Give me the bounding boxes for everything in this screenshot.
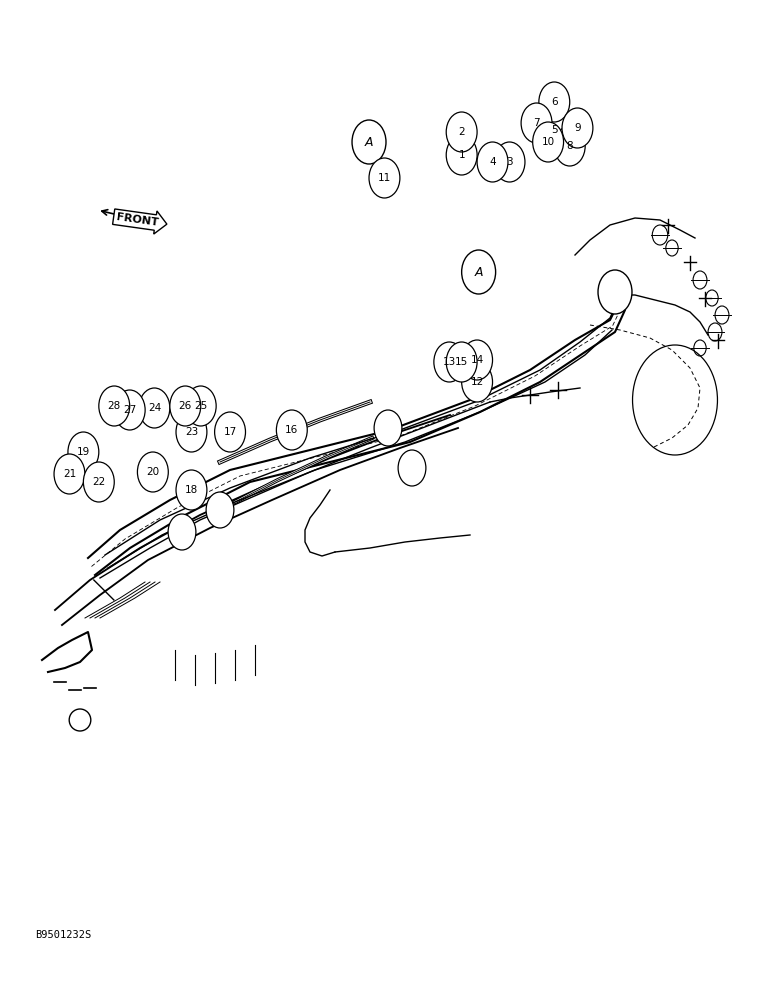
Text: 18: 18 [185,485,198,495]
Text: 17: 17 [223,427,237,437]
Text: 26: 26 [178,401,192,411]
Circle shape [539,110,570,150]
Circle shape [276,410,307,450]
Text: 22: 22 [92,477,106,487]
Circle shape [114,390,145,430]
Circle shape [54,454,85,494]
Text: FRONT: FRONT [116,212,159,228]
Circle shape [554,126,585,166]
Text: 9: 9 [574,123,581,133]
Text: 25: 25 [194,401,208,411]
Circle shape [477,142,508,182]
Text: 5: 5 [551,125,557,135]
Text: 12: 12 [470,377,484,387]
Circle shape [68,432,99,472]
Circle shape [374,410,402,446]
Circle shape [170,386,201,426]
Text: 23: 23 [185,427,198,437]
Text: 14: 14 [470,355,484,365]
Circle shape [352,120,386,164]
Text: 28: 28 [107,401,121,411]
Text: A: A [364,135,374,148]
Text: 6: 6 [551,97,557,107]
Text: A: A [474,265,483,278]
Circle shape [446,112,477,152]
Circle shape [462,362,493,402]
Text: 1: 1 [459,150,465,160]
Circle shape [434,342,465,382]
Text: 2: 2 [459,127,465,137]
Text: 7: 7 [533,118,540,128]
Circle shape [598,270,632,314]
Circle shape [139,388,170,428]
Text: 27: 27 [123,405,137,415]
Circle shape [369,158,400,198]
Text: 20: 20 [146,467,160,477]
Text: 16: 16 [285,425,299,435]
Circle shape [99,386,130,426]
Text: 10: 10 [541,137,555,147]
Text: 13: 13 [442,357,456,367]
Circle shape [494,142,525,182]
Circle shape [176,412,207,452]
Circle shape [398,450,426,486]
Circle shape [533,122,564,162]
Circle shape [462,250,496,294]
Circle shape [176,470,207,510]
Circle shape [521,103,552,143]
Text: 3: 3 [506,157,513,167]
Circle shape [562,108,593,148]
Text: 8: 8 [567,141,573,151]
Text: 21: 21 [63,469,76,479]
Circle shape [462,340,493,380]
Text: 11: 11 [378,173,391,183]
Circle shape [83,462,114,502]
Text: 15: 15 [455,357,469,367]
Circle shape [206,492,234,528]
Text: 24: 24 [147,403,161,413]
Circle shape [446,135,477,175]
Circle shape [168,514,196,550]
Circle shape [185,386,216,426]
Text: 19: 19 [76,447,90,457]
Circle shape [446,342,477,382]
Text: 4: 4 [489,157,496,167]
Circle shape [215,412,245,452]
Circle shape [539,82,570,122]
Text: B9501232S: B9501232S [35,930,91,940]
Circle shape [137,452,168,492]
